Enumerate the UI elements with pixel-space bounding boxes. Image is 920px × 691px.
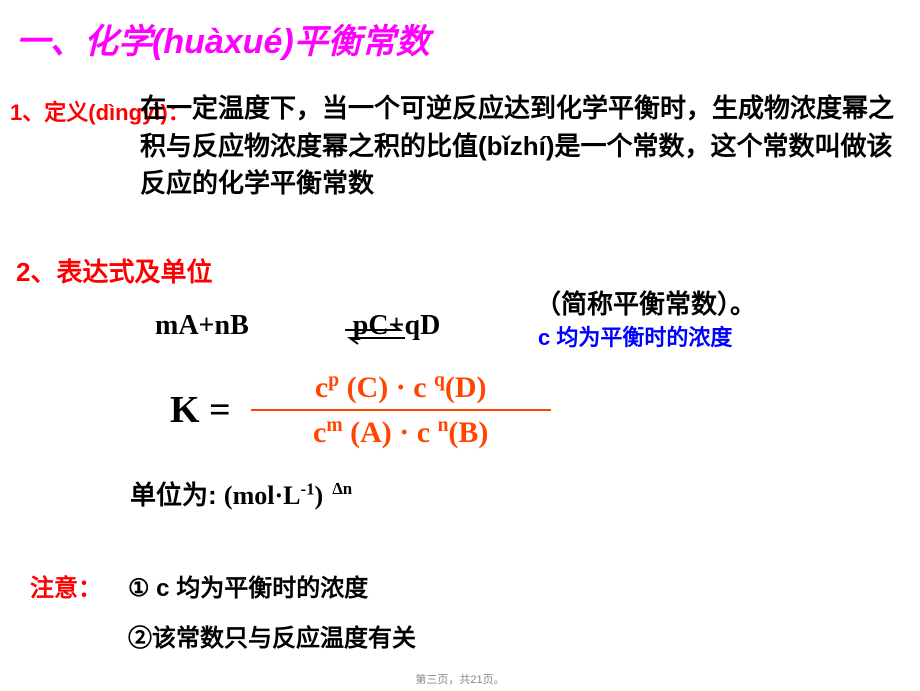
equilibrium-arrow-icon [340,320,410,348]
k-fraction: cp (C) · c q(D) cm (A) · c n(B) [251,370,551,450]
title-suffix: 平衡常数 [294,23,430,61]
section-2-label: 2、表达式及单位 [16,252,212,289]
k-label: K = [170,388,231,432]
sec1-prefix: 1、定义 [10,100,88,125]
unit-label: 单位为: [130,480,217,510]
unit-exp: ∆n [332,479,352,498]
k-equation: K = cp (C) · c q(D) cm (A) · c n(B) [170,370,551,450]
def-pinyin: (bǐzhí) [478,131,555,161]
concentration-note: c 均为平衡时的浓度 [538,320,732,352]
numerator: cp (C) · c q(D) [315,370,487,405]
unit-line: 单位为: (mol·L-1) ∆n [130,475,352,512]
unit-value: (mol·L-1) [224,481,323,510]
page-title: 一、化学(huàxué)平衡常数 [16,14,430,63]
denominator: cm (A) · c n(B) [313,415,488,450]
notes-label: 注意： [30,568,102,603]
title-pinyin: (huàxué) [152,23,294,61]
page-footer: 第三页，共21页。 [0,671,920,687]
definition-text: 在一定温度下，当一个可逆反应达到化学平衡时，生成物浓度幂之积与反应物浓度幂之积的… [140,90,900,203]
note-2: ②该常数只与反应温度有关 [128,618,416,653]
title-prefix: 一、化学 [16,23,152,61]
abbreviation-note: （简称平衡常数）。 [535,284,756,321]
note-1: ① c 均为平衡时的浓度 [128,568,368,603]
fraction-line [251,409,551,411]
reaction-left: mA+nB [155,310,249,341]
